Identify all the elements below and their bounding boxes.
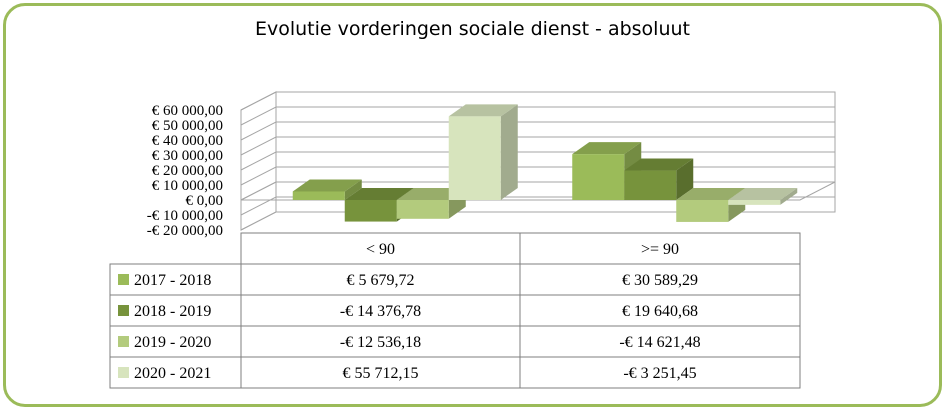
legend-label: 2018 - 2019 (134, 303, 211, 320)
chart-title: Evolutie vorderingen sociale dienst - ab… (254, 18, 690, 40)
gridline (240, 106, 835, 126)
data-label: -€ 12 536,18 (340, 334, 421, 351)
y-tick-label: € 30 000,00 (152, 148, 223, 164)
bar (624, 170, 677, 200)
data-label: € 19 640,68 (622, 303, 698, 320)
y-tick-label: -€ 10 000,00 (147, 208, 223, 224)
bar-top (572, 142, 642, 155)
bar (728, 200, 781, 205)
data-label: € 30 589,29 (622, 272, 698, 289)
legend-swatch (118, 305, 129, 316)
bar (572, 154, 625, 200)
bar-side (500, 104, 518, 200)
y-tick-label: € 50 000,00 (152, 118, 223, 134)
data-label: -€ 14 621,48 (619, 334, 700, 351)
bar-side (344, 179, 362, 200)
gridline (240, 211, 835, 231)
category-label: < 90 (366, 241, 395, 258)
data-label: -€ 14 376,78 (340, 303, 421, 320)
y-tick-label: € 20 000,00 (152, 163, 223, 179)
category-label: >= 90 (641, 241, 679, 258)
gridline (240, 91, 835, 111)
bar (292, 191, 345, 200)
bar-top (676, 188, 746, 200)
bar-top (344, 188, 414, 200)
y-tick-label: € 60 000,00 (152, 103, 223, 119)
y-tick-label: € 40 000,00 (152, 133, 223, 149)
bar-top (728, 188, 798, 200)
legend-swatch (118, 336, 129, 347)
gridline (240, 136, 835, 156)
y-tick-label: -€ 20 000,00 (147, 223, 223, 239)
bar-side (676, 158, 694, 200)
bar-top (624, 158, 694, 171)
legend-swatch (118, 274, 129, 285)
bar (344, 200, 397, 222)
bar-top (448, 104, 518, 117)
data-label: € 5 679,72 (347, 272, 415, 289)
bar-top (292, 179, 362, 192)
bar-side (780, 188, 798, 205)
legend-label: 2019 - 2020 (134, 334, 211, 351)
legend-label: 2020 - 2021 (134, 365, 211, 382)
gridline (240, 151, 835, 171)
legend-label: 2017 - 2018 (134, 272, 211, 289)
bar (396, 200, 449, 219)
y-tick-label: € 10 000,00 (152, 178, 223, 194)
table-row (109, 356, 801, 389)
data-label: € 55 712,15 (343, 365, 419, 382)
data-label: -€ 3 251,45 (623, 365, 696, 382)
bar (676, 200, 729, 222)
legend-swatch (118, 367, 129, 378)
bar (448, 116, 501, 200)
bar-top (396, 188, 466, 200)
y-tick-label: € 0,00 (186, 193, 224, 209)
gridline (240, 121, 835, 141)
